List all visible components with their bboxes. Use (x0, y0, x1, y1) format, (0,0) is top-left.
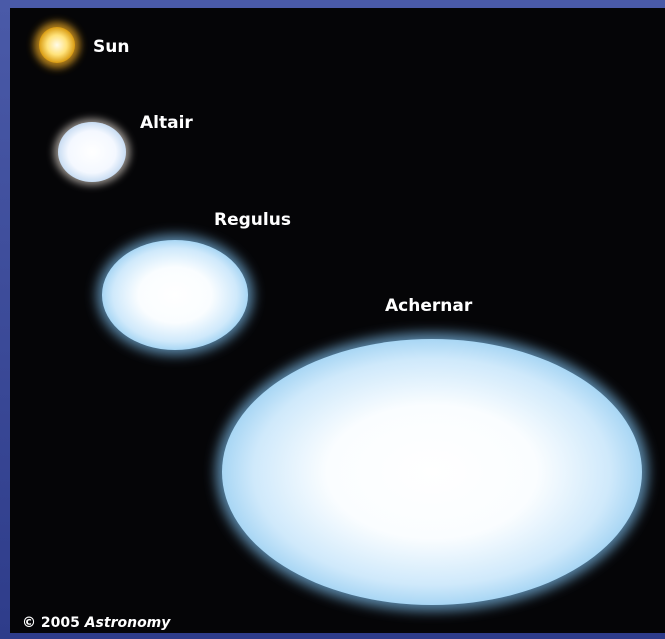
credit-year: © 2005 (22, 615, 80, 631)
regulus (102, 240, 248, 350)
sun (39, 27, 75, 63)
star-label: Altair (140, 113, 193, 133)
page: Sun Altair Regulus Achernar © 2005 Astro… (0, 0, 665, 639)
star-size-illustration: Sun Altair Regulus Achernar © 2005 Astro… (0, 0, 665, 639)
star-label: Sun (93, 37, 129, 57)
altair (58, 122, 126, 182)
credit: © 2005 Astronomy (22, 615, 171, 631)
credit-publisher: Astronomy (84, 615, 172, 631)
star-label: Regulus (214, 210, 291, 230)
achernar (222, 339, 642, 605)
star-label: Achernar (385, 296, 473, 316)
